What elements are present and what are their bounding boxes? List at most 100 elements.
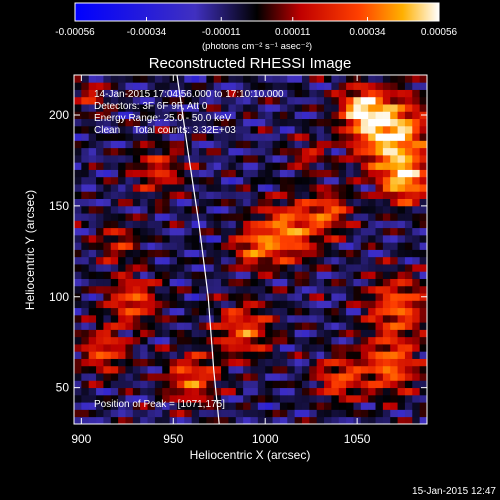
heatmap-cell (324, 314, 332, 323)
heatmap-cell (331, 227, 340, 236)
heatmap-cell (81, 394, 90, 403)
heatmap-cell (88, 402, 97, 410)
heatmap-cell (250, 154, 259, 163)
heatmap-cell (309, 409, 318, 418)
heatmap-cell (103, 336, 112, 345)
heatmap-cell (103, 154, 112, 163)
heatmap-cell (228, 125, 237, 134)
heatmap-cell (272, 314, 281, 323)
heatmap-cell (81, 293, 90, 301)
heatmap-cell (184, 351, 193, 359)
heatmap-cell (140, 387, 148, 396)
heatmap-cell (110, 234, 119, 243)
heatmap-cell (294, 75, 303, 83)
heatmap-cell (176, 220, 185, 229)
heatmap-cell (221, 176, 229, 185)
heatmap-cell (375, 242, 384, 250)
heatmap-cell (154, 176, 163, 185)
heatmap-cell (213, 205, 222, 214)
heatmap-cell (235, 75, 244, 83)
heatmap-cell (125, 329, 134, 338)
heatmap-cell (235, 234, 244, 243)
heatmap-cell (390, 409, 398, 418)
heatmap-cell (154, 329, 163, 338)
heatmap-cell (294, 416, 303, 424)
heatmap-cell (103, 344, 112, 352)
heatmap-cell (81, 82, 90, 90)
heatmap-cell (250, 373, 259, 381)
heatmap-cell (110, 147, 119, 156)
heatmap-cell (301, 227, 310, 236)
heatmap-cell (81, 314, 90, 323)
heatmap-cell (353, 387, 362, 396)
heatmap-cell (191, 256, 200, 265)
heatmap-cell (88, 278, 97, 287)
heatmap-cell (360, 416, 369, 424)
heatmap-cell (88, 416, 97, 424)
heatmap-cell (118, 300, 126, 309)
heatmap-cell (353, 271, 362, 279)
heatmap-cell (397, 365, 406, 374)
heatmap-cell (176, 147, 185, 156)
heatmap-cell (81, 336, 90, 345)
heatmap-cell (346, 271, 354, 279)
heatmap-cell (257, 140, 266, 149)
heatmap-cell (287, 198, 296, 207)
heatmap-cell (125, 140, 134, 149)
heatmap-cell (346, 104, 354, 112)
heatmap-cell (250, 394, 259, 403)
heatmap-cell (81, 205, 90, 214)
heatmap-cell (287, 104, 296, 112)
heatmap-cell (147, 234, 156, 243)
heatmap-cell (331, 118, 340, 127)
heatmap-cell (235, 104, 244, 112)
heatmap-cell (353, 82, 362, 90)
heatmap-cell (316, 314, 325, 323)
heatmap-cell (191, 118, 200, 127)
heatmap-cell (338, 300, 347, 309)
heatmap-cell (287, 293, 296, 301)
heatmap-cell (81, 402, 90, 410)
heatmap-cell (221, 249, 229, 258)
y-axis-label: Heliocentric Y (arcsec) (23, 190, 37, 310)
heatmap-cell (243, 227, 251, 236)
heatmap-cell (184, 140, 193, 149)
heatmap-cell (309, 96, 318, 105)
heatmap-cell (221, 300, 229, 309)
heatmap-cell (353, 169, 362, 178)
heatmap-cell (353, 322, 362, 330)
heatmap-cell (125, 307, 134, 316)
heatmap-cell (360, 191, 369, 199)
heatmap-cell (199, 344, 207, 352)
heatmap-cell (324, 154, 332, 163)
heatmap-cell (147, 154, 156, 163)
heatmap-cell (125, 213, 134, 221)
heatmap-cell (162, 351, 170, 359)
heatmap-cell (221, 336, 229, 345)
heatmap-cell (272, 205, 281, 214)
heatmap-cell (301, 344, 310, 352)
heatmap-cell (125, 373, 134, 381)
heatmap-cell (154, 213, 163, 221)
heatmap-cell (287, 380, 296, 389)
heatmap-cell (287, 162, 296, 170)
heatmap-cell (169, 344, 178, 352)
heatmap-cell (88, 176, 97, 185)
heatmap-cell (213, 329, 222, 338)
heatmap-cell (324, 402, 332, 410)
heatmap-cell (213, 358, 222, 367)
heatmap-cell (191, 82, 200, 90)
heatmap-cell (206, 351, 215, 359)
heatmap-cell (360, 75, 369, 83)
heatmap-cell (375, 344, 384, 352)
heatmap-cell (154, 307, 163, 316)
heatmap-cell (324, 387, 332, 396)
heatmap-cell (184, 118, 193, 127)
heatmap-cell (346, 154, 354, 163)
heatmap-cell (147, 125, 156, 134)
heatmap-cell (221, 242, 229, 250)
heatmap-cell (338, 198, 347, 207)
heatmap-cell (382, 293, 391, 301)
heatmap-cell (154, 344, 163, 352)
heatmap-cell (419, 133, 427, 141)
